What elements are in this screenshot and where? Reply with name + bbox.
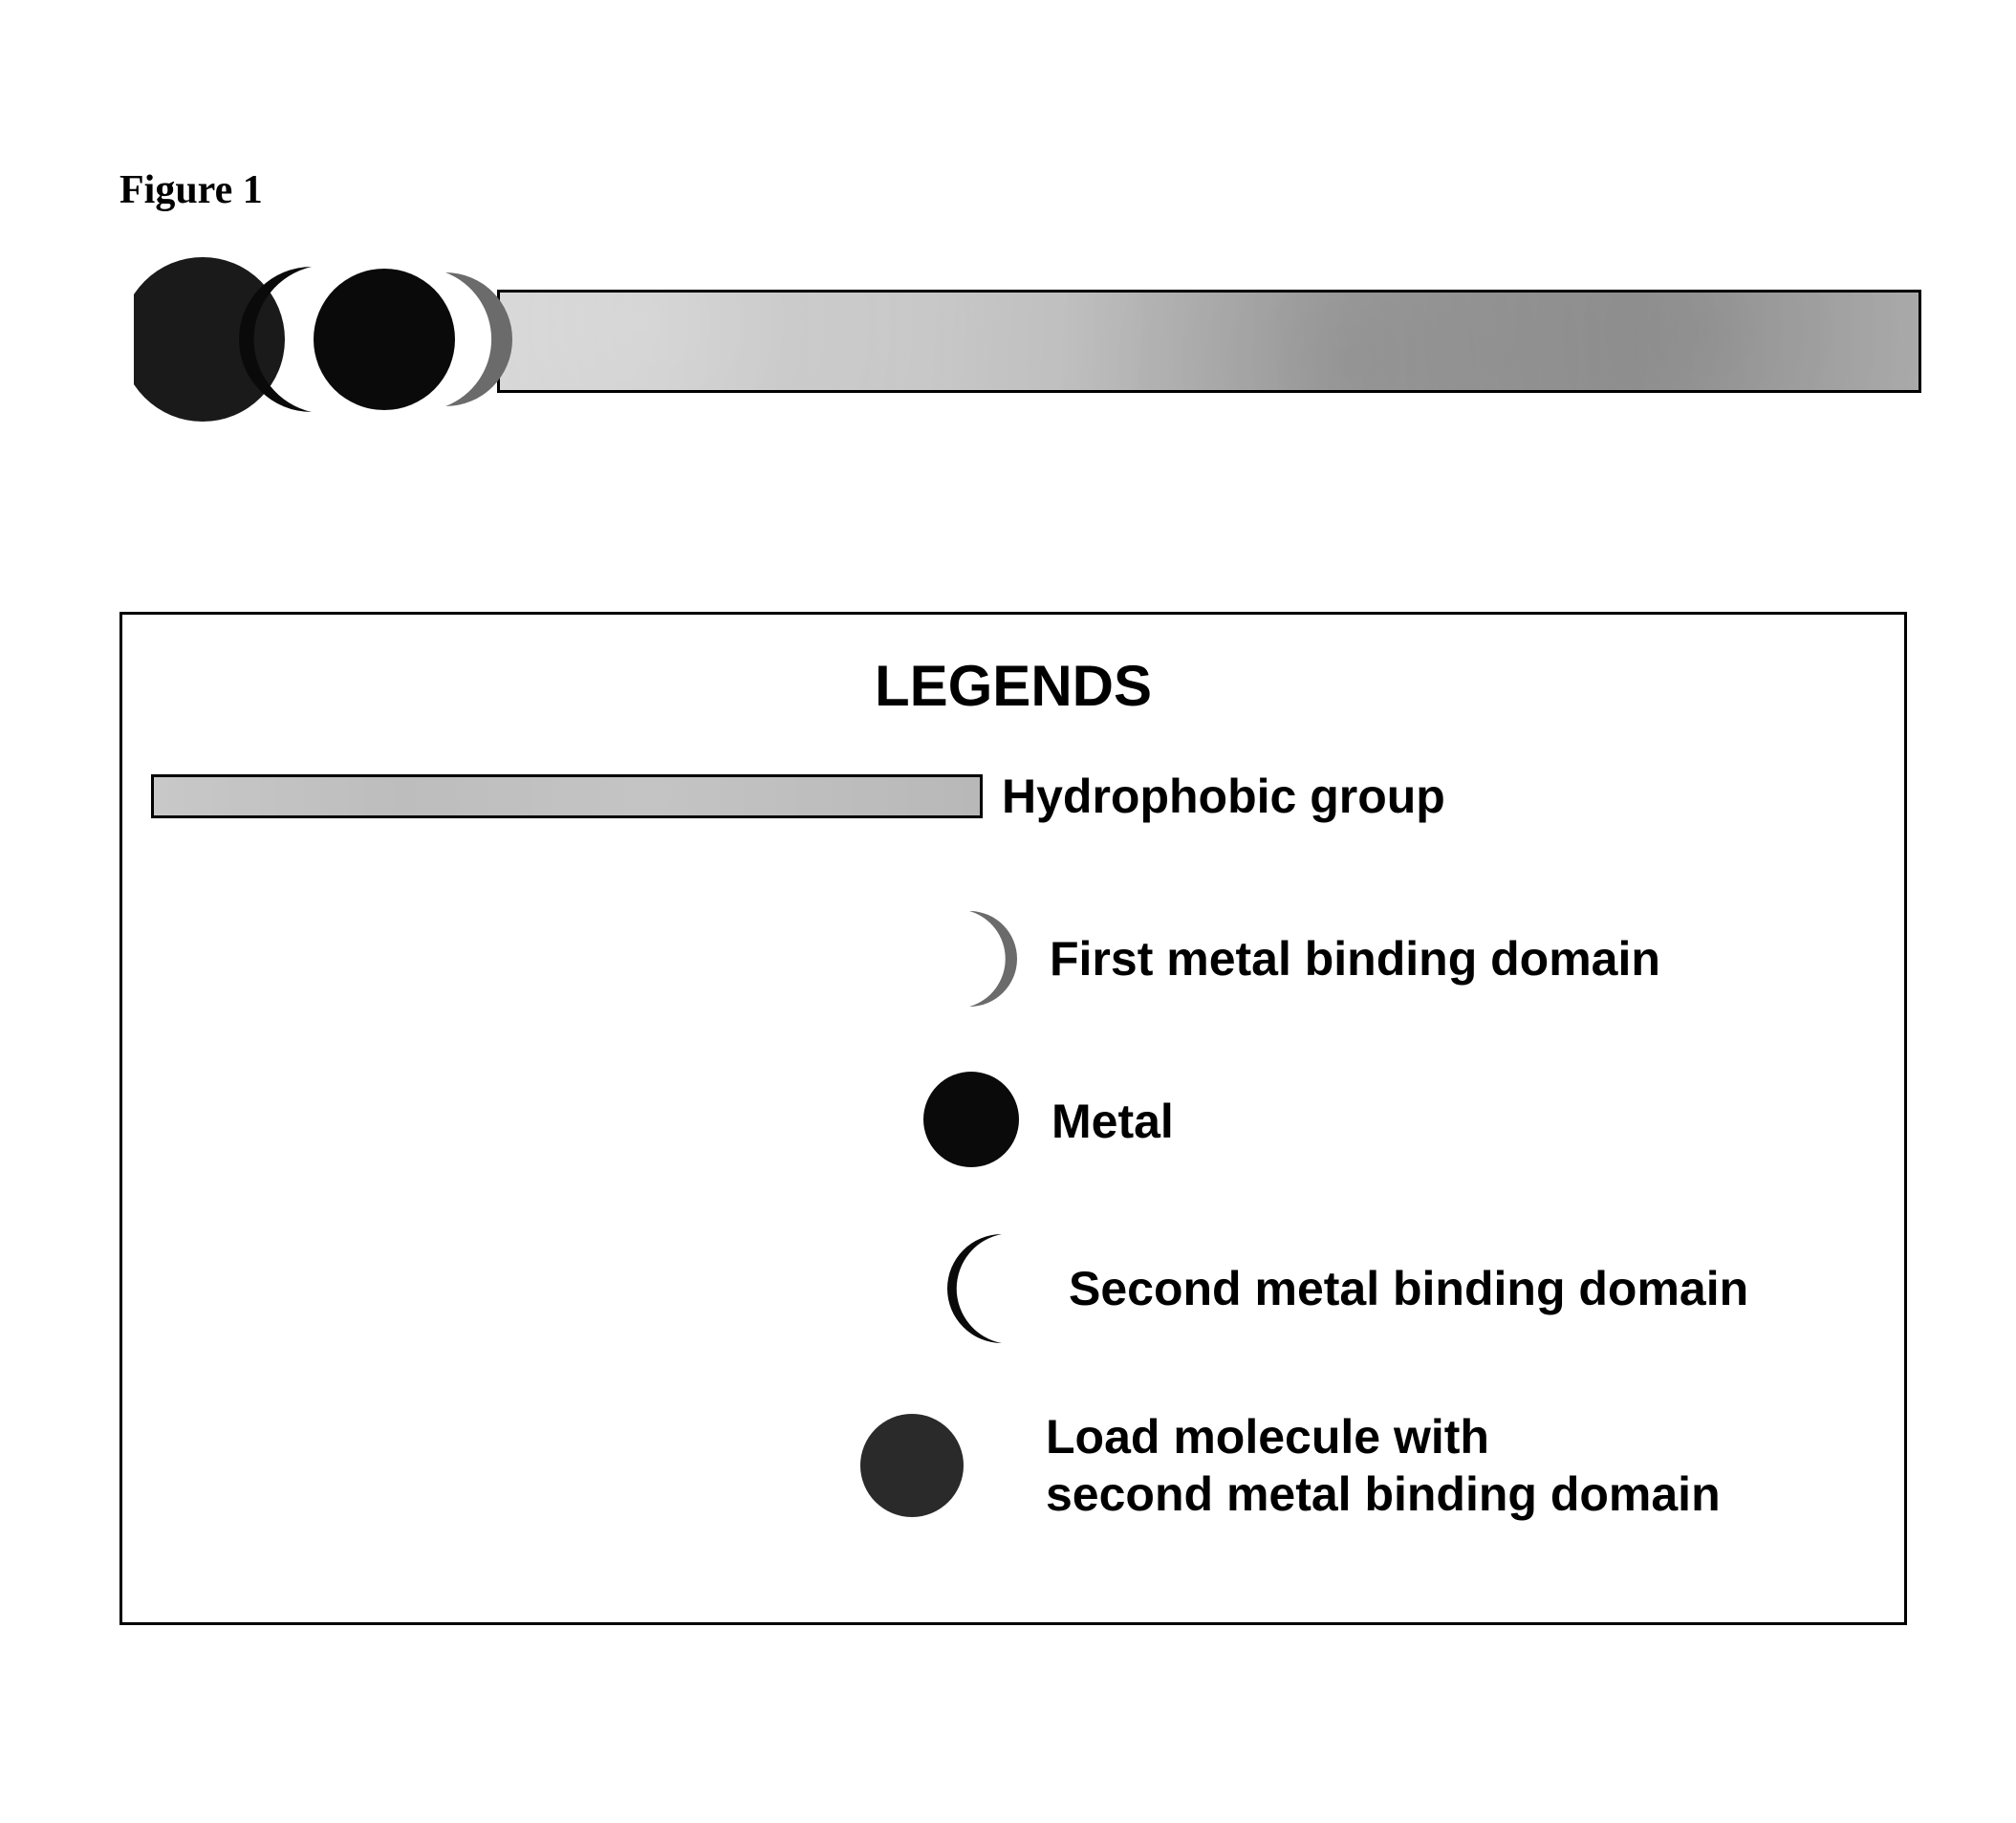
legend-label-hydrophobic: Hydrophobic group xyxy=(1002,768,1445,825)
legend-label-load-molecule: Load molecule with second metal binding … xyxy=(1046,1408,1721,1523)
second-binding-swatch xyxy=(931,1226,1046,1351)
load-molecule-swatch xyxy=(849,1399,1030,1532)
legend-label-second-binding: Second metal binding domain xyxy=(1069,1260,1748,1317)
diagram-shapes xyxy=(134,244,612,454)
legend-row-metal: Metal xyxy=(918,1064,1174,1179)
legends-title: LEGENDS xyxy=(122,653,1904,719)
legend-label-metal: Metal xyxy=(1051,1093,1174,1150)
first-binding-swatch xyxy=(916,901,1030,1016)
metal-swatch xyxy=(918,1064,1032,1179)
legend-row-first-binding: First metal binding domain xyxy=(916,901,1660,1016)
metal-shape xyxy=(314,269,455,410)
load-molecule-shape xyxy=(134,257,285,422)
figure-title: Figure 1 xyxy=(119,167,263,213)
legend-row-hydrophobic: Hydrophobic group xyxy=(151,768,1445,825)
legends-box: LEGENDS Hydrophobic group First metal bi… xyxy=(119,612,1907,1625)
legend-row-load-molecule: Load molecule with second metal binding … xyxy=(849,1399,1721,1532)
hydrophobic-bar xyxy=(497,290,1921,393)
legend-row-second-binding: Second metal binding domain xyxy=(931,1226,1748,1351)
legend-label-first-binding: First metal binding domain xyxy=(1050,930,1660,987)
main-diagram xyxy=(134,244,1921,454)
hydrophobic-swatch xyxy=(151,774,983,818)
